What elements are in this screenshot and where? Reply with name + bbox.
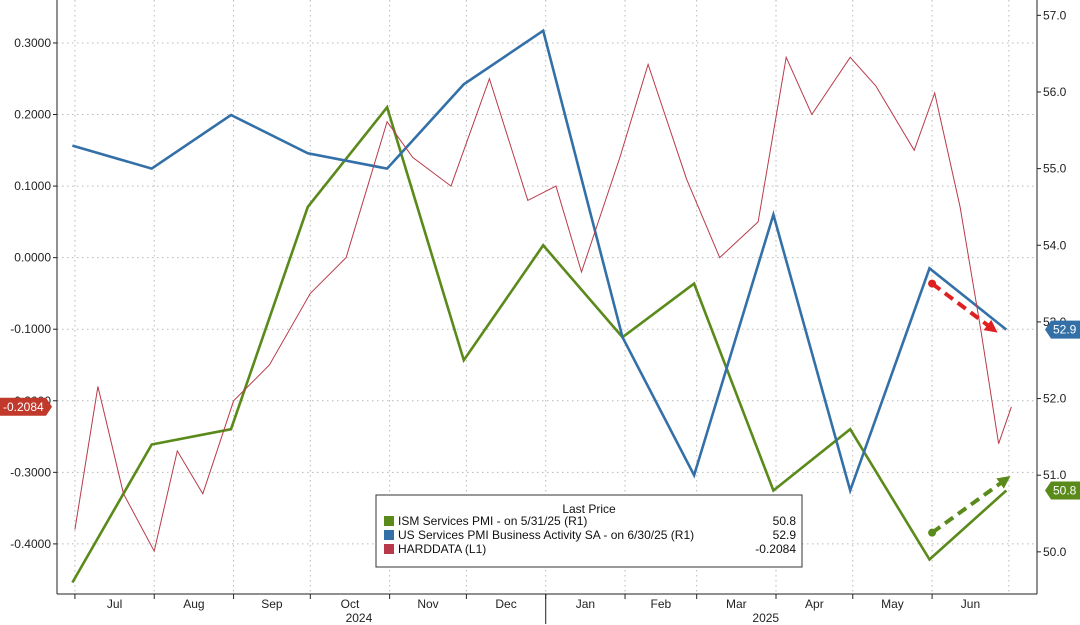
legend-label: HARDDATA (L1) (398, 542, 486, 556)
last-value-tag (1045, 481, 1080, 500)
left-tick-label: -0.1000 (10, 322, 51, 336)
last-value-tag (0, 397, 52, 416)
month-label: Mar (726, 597, 747, 611)
series-line (71, 104, 1008, 584)
left-tick-label: 0.2000 (14, 108, 51, 122)
month-label: Nov (417, 597, 438, 611)
month-label: Jan (576, 597, 595, 611)
legend-value: -0.2084 (755, 542, 796, 556)
month-label: Apr (805, 597, 824, 611)
month-label: Jul (107, 597, 122, 611)
year-label: 2024 (346, 611, 373, 625)
legend-label: ISM Services PMI - on 5/31/25 (R1) (398, 514, 587, 528)
right-tick-label: 50.0 (1043, 545, 1067, 559)
legend-swatch (384, 544, 394, 554)
legend-box (375, 494, 803, 568)
right-tick-label: 51.0 (1043, 468, 1067, 482)
legend-label: US Services PMI Business Activity SA - o… (398, 528, 694, 542)
annotations (928, 279, 1011, 537)
month-label: Dec (495, 597, 516, 611)
left-tick-label: 0.0000 (14, 251, 51, 265)
last-value-tag-text: 52.9 (1053, 323, 1077, 337)
year-label: 2025 (752, 611, 779, 625)
right-tick-label: 55.0 (1043, 162, 1067, 176)
legend-swatch (384, 516, 394, 526)
series-line (72, 28, 1008, 495)
left-tick-label: 0.1000 (14, 179, 51, 193)
month-label: Aug (183, 597, 204, 611)
series-lines (71, 28, 1012, 584)
legend-swatch (384, 530, 394, 540)
legend-value: 50.8 (773, 514, 797, 528)
left-tick-label: -0.3000 (10, 465, 51, 479)
left-tick-label: 0.3000 (14, 36, 51, 50)
month-label: Feb (651, 597, 672, 611)
series-line (74, 55, 1012, 553)
month-label: Oct (341, 597, 360, 611)
down-arrow (930, 281, 998, 333)
month-label: Sep (261, 597, 283, 611)
month-label: May (881, 597, 904, 611)
right-tick-label: 54.0 (1043, 238, 1067, 252)
right-tick-label: 57.0 (1043, 8, 1067, 22)
legend-title: Last Price (562, 502, 616, 516)
right-tick-label: 52.0 (1043, 392, 1067, 406)
last-value-tag-text: 50.8 (1053, 484, 1077, 498)
month-label: Jun (961, 597, 980, 611)
last-value-tag-text: -0.2084 (3, 400, 44, 414)
last-value-tags: 52.9 50.8 -0.2084 (0, 320, 1080, 500)
right-tick-label: 56.0 (1043, 85, 1067, 99)
last-value-tag (1045, 320, 1080, 339)
legend-value: 52.9 (773, 528, 797, 542)
left-tick-label: -0.4000 (10, 537, 51, 551)
